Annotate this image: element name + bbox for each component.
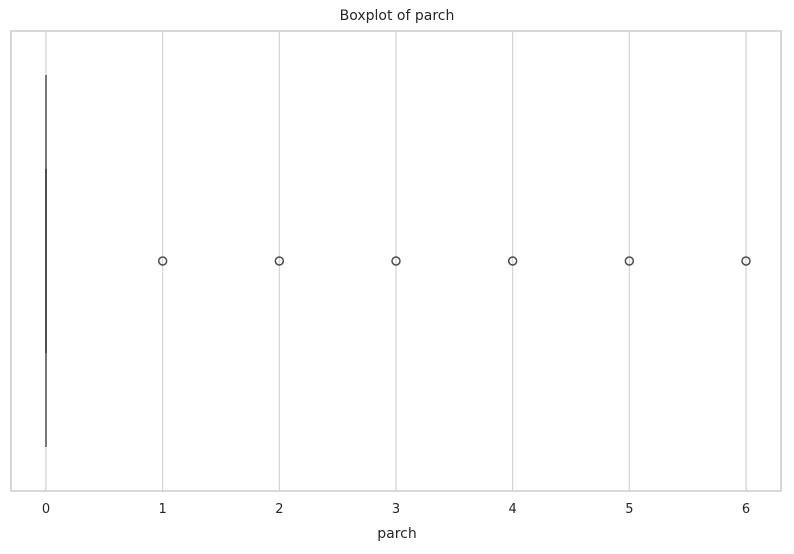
- x-tick-label: 0: [42, 502, 50, 517]
- x-tick-label: 3: [392, 502, 400, 517]
- x-tick-label: 2: [275, 502, 283, 517]
- x-tick-label: 4: [509, 502, 517, 517]
- outlier-point: [274, 256, 285, 266]
- outlier-point: [624, 256, 635, 266]
- outlier-point: [157, 256, 168, 266]
- outlier-point: [741, 256, 751, 266]
- outlier-point: [391, 256, 401, 266]
- plot-frame: [10, 30, 782, 492]
- x-tick-label: 6: [742, 502, 750, 517]
- outlier-point: [507, 256, 518, 266]
- x-tick-label: 1: [159, 502, 167, 517]
- x-axis-label: parch: [377, 526, 416, 542]
- chart-title: Boxplot of parch: [340, 8, 455, 24]
- x-tick-label: 5: [625, 502, 633, 517]
